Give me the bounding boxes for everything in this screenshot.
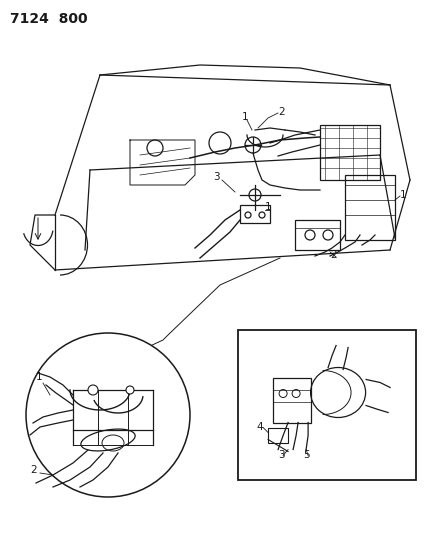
Circle shape [126,386,134,394]
Text: 1: 1 [265,202,272,212]
Text: 5: 5 [303,449,310,459]
Bar [345,175,395,240]
Text: 4: 4 [256,422,263,432]
Circle shape [26,333,190,497]
Bar [320,125,380,180]
Text: 2: 2 [330,250,337,260]
Circle shape [88,385,98,395]
Bar [238,330,416,480]
Text: 1: 1 [400,190,407,200]
Text: 1: 1 [242,112,249,122]
Bar [240,205,270,223]
Bar [268,427,288,442]
Text: 3: 3 [213,172,220,182]
Text: 2: 2 [278,107,285,117]
Bar [295,220,340,250]
Text: 7124  800: 7124 800 [10,12,88,26]
Text: 3: 3 [278,449,285,459]
Text: 1: 1 [36,372,43,382]
Text: 2: 2 [30,465,37,475]
Bar [273,377,311,423]
